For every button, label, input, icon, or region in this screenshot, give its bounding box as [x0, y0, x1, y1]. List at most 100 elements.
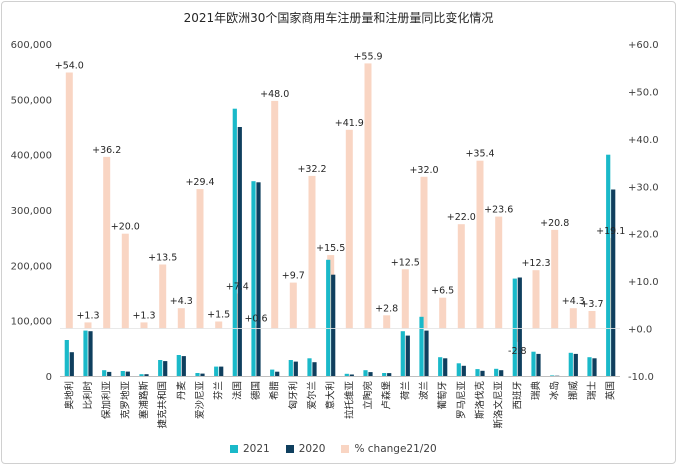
bar-2021-30: [606, 154, 611, 376]
pct-label-26: +12.3: [521, 258, 550, 269]
bar-2020-15: [331, 274, 336, 376]
pct-label-3: +36.2: [92, 145, 121, 156]
pct-bar-20: [420, 176, 428, 329]
bar-2020-19: [405, 335, 410, 376]
bar-2021-8: [195, 373, 200, 376]
bar-2021-4: [120, 371, 125, 376]
bar-2021-27: [550, 375, 555, 376]
bar-2020-28: [573, 353, 578, 376]
pct-change-labels: +54.0 +1.3 +36.2 +20.0 +1.3 +13.5 +4.3 +29.4 +1.…: [55, 51, 626, 357]
bar-2021-20: [419, 316, 424, 376]
bar-2020-30: [611, 189, 616, 376]
pct-bar-27: [551, 229, 559, 329]
pct-label-8: +29.4: [185, 177, 214, 188]
pct-bar-28: [569, 308, 577, 329]
x-tick-label-8: 爱沙尼亚: [194, 381, 206, 420]
x-tick-label-15: 意大利: [325, 381, 337, 410]
bar-2021-2: [83, 330, 88, 376]
legend-swatch-pct-change: [341, 445, 350, 453]
bar-2020-12: [275, 371, 280, 376]
bar-2021-18: [382, 373, 387, 376]
bar-2021-15: [326, 259, 331, 376]
y-right-tick-+10.0: +10.0: [628, 277, 659, 288]
pct-bar-15: [327, 255, 335, 329]
bar-2020-11: [256, 182, 261, 376]
pct-bar-30: [607, 238, 615, 329]
bar-2021-6: [158, 360, 163, 376]
x-tick-label-25: 西班牙: [511, 381, 523, 410]
pct-label-10: +7.4: [226, 282, 249, 293]
x-tick-label-19: 荷兰: [399, 381, 411, 400]
bar-2020-17: [368, 372, 373, 376]
bar-2020-24: [499, 370, 504, 376]
pct-label-11: +0.6: [244, 314, 267, 325]
pct-label-16: +41.9: [335, 118, 364, 129]
pct-label-13: +9.7: [282, 271, 305, 282]
legend-label-pct-change: % change21/20: [354, 443, 437, 455]
y-left-tick-600,000: 600,000: [11, 40, 52, 51]
bar-2020-8: [200, 373, 205, 376]
pct-label-2: +1.3: [76, 310, 99, 321]
pct-label-29: +3.7: [580, 299, 603, 310]
pct-label-23: +35.4: [465, 149, 494, 160]
pct-label-27: +20.8: [540, 218, 569, 229]
legend-item-2021: 2021: [230, 443, 270, 455]
pct-bar-23: [476, 160, 484, 329]
bar-2020-20: [424, 330, 429, 376]
x-tick-label-16: 拉托维亚: [343, 381, 355, 420]
bar-2020-25: [517, 277, 522, 376]
x-tick-label-6: 捷克共和国: [157, 381, 169, 429]
y-right-tick-+40.0: +40.0: [628, 135, 659, 146]
bar-2021-12: [270, 369, 275, 376]
bar-2021-26: [531, 351, 536, 376]
x-tick-label-23: 斯洛伐克: [474, 381, 486, 420]
pct-bar-21: [439, 297, 447, 329]
bar-2021-10: [232, 108, 237, 376]
axes: 0 100,000 200,000 300,000 400,000 500,000 600,…: [11, 40, 659, 383]
bar-2020-14: [312, 362, 317, 376]
legend-swatch-2020: [285, 445, 294, 453]
x-tick-label-1: 奥地利: [63, 381, 75, 410]
bar-2020-18: [387, 373, 392, 376]
x-tick-label-20: 波兰: [418, 381, 430, 400]
bar-2021-21: [438, 357, 443, 376]
x-tick-label-3: 保加利亚: [101, 381, 113, 420]
legend: 2021 2020 % change21/20: [230, 442, 437, 456]
bar-2020-1: [69, 352, 74, 376]
x-tick-label-4: 克罗地亚: [119, 381, 131, 420]
y-left-tick-100,000: 100,000: [11, 317, 52, 328]
pct-label-6: +13.5: [148, 253, 177, 264]
pct-label-5: +1.3: [132, 310, 155, 321]
pct-bar-8: [196, 189, 204, 329]
pct-bar-18: [383, 315, 391, 329]
pct-bar-4: [121, 233, 129, 329]
registration-bars: [64, 108, 616, 376]
pct-label-14: +32.2: [297, 164, 326, 175]
y-right-tick-+60.0: +60.0: [628, 40, 659, 51]
pct-label-19: +12.5: [391, 257, 420, 268]
legend-item-pct-change: % change21/20: [341, 443, 437, 455]
x-tick-label-2: 比利时: [82, 381, 94, 410]
x-tick-label-27: 冰岛: [549, 381, 561, 400]
bar-2021-29: [587, 357, 592, 376]
bar-2021-23: [475, 369, 480, 376]
bar-2021-3: [102, 370, 107, 376]
pct-bar-11: [252, 325, 260, 329]
pct-label-25: -2.8: [508, 346, 527, 357]
x-tick-label-28: 挪威: [567, 381, 579, 401]
legend-label-2021: 2021: [243, 443, 270, 455]
pct-label-15: +15.5: [316, 243, 345, 254]
y-left-tick-400,000: 400,000: [11, 151, 52, 162]
legend-swatch-2021: [230, 445, 238, 453]
pct-label-9: +1.5: [207, 310, 230, 321]
legend-label-2020: 2020: [298, 443, 326, 455]
bar-2020-16: [349, 374, 354, 376]
x-tick-label-10: 法国: [231, 381, 243, 400]
y-right-tick-+30.0: +30.0: [628, 182, 659, 193]
chart-title: 2021年欧洲30个国家商用车注册量和注册量同比变化情况: [183, 11, 494, 25]
bar-2020-9: [219, 366, 224, 376]
pct-bar-13: [289, 282, 297, 329]
pct-label-22: +22.0: [447, 212, 476, 223]
pct-bar-29: [588, 311, 596, 329]
